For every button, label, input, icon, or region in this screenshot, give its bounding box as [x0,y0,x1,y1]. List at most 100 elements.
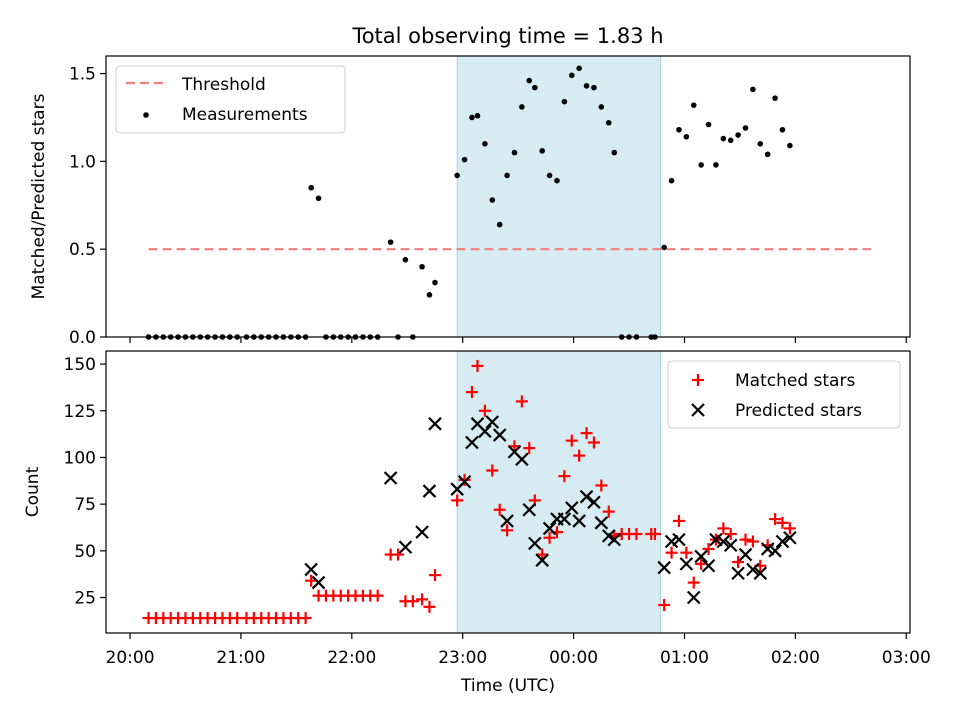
measurement-point [720,135,727,142]
measurement-point [496,221,503,228]
bottom-y-tick-label: 125 [64,402,96,422]
measurement-point [554,177,560,184]
matched-star-point [769,513,782,526]
matched-star-point [680,546,693,559]
predicted-star-point [572,514,586,528]
matched-star-point [732,556,745,569]
measurement-point [482,141,488,147]
measurement-point [461,156,468,163]
matched-star-point [595,479,608,492]
top-y-tick-label: 0.0 [69,328,96,348]
predicted-star-point [522,502,537,517]
bottom-y-tick-label: 75 [74,495,96,515]
matched-star-point [724,528,737,541]
measurement-point [526,77,533,84]
measurement-point [598,104,605,110]
measurement-point [308,184,314,191]
measurement-point [504,172,510,179]
matched-star-point [580,427,593,440]
measurement-point [779,126,786,133]
predicted-star-point [557,512,572,526]
measurement-point [539,148,545,154]
predicted-star-point [457,474,472,489]
bottom-y-tick-label: 25 [74,589,96,609]
predicted-star-point [492,428,507,442]
measurement-point [568,72,575,79]
predicted-star-point [775,534,790,549]
matched-star-point [515,395,528,408]
predicted-stars-points [304,415,797,605]
matched-star-point [702,542,715,555]
predicted-star-point [398,540,413,554]
matched-star-point [458,473,471,486]
bottom-x-tick-label: 02:00 [771,648,820,668]
predicted-star-point [422,484,437,498]
matched-star-point [630,528,643,541]
matched-star-point [602,505,615,518]
legend-threshold-label: Threshold [181,75,266,95]
matched-star-point [523,442,536,455]
matched-stars-points [142,359,796,625]
bottom-x-tick-label: 20:00 [106,648,155,668]
top-axes-frame [105,55,911,338]
matched-star-point [428,569,441,582]
predicted-star-point [783,530,797,545]
predicted-star-point [701,558,716,573]
predicted-star-point [738,547,753,562]
matched-star-point [543,531,556,544]
measurement-point [576,65,582,72]
top-panel: 0.0 0.5 1.0 1.5 Matched/Predicted stars Thr… [29,55,911,348]
bottom-x-ticks: 20:00 21:00 22:00 23:00 00:00 01:00 02:00 03:00 [106,633,931,668]
measurement-point [532,84,538,91]
bottom-y-axis-label: Count [23,466,43,517]
matched-star-point [658,598,671,611]
measurement-point [690,102,697,108]
measurement-point [764,151,771,158]
matched-star-point [648,528,661,541]
matched-star-point [739,533,752,546]
measurement-points [145,65,793,340]
top-y-ticks: 0.0 0.5 1.0 1.5 [69,65,106,348]
measurement-point [489,197,496,203]
bottom-x-tick-label: 01:00 [660,648,709,668]
matched-star-point [565,434,578,447]
measurement-point [742,125,749,131]
predicted-star-point [672,532,686,547]
predicted-star-point [311,575,326,590]
bottom-y-tick-label: 150 [64,355,96,375]
predicted-star-point [564,501,579,515]
top-legend: Threshold Measurements [115,65,346,134]
measurement-point [713,162,719,168]
predicted-star-point [465,435,479,450]
matched-star-point [558,470,571,483]
predicted-star-point [383,471,398,485]
matched-star-point [471,359,484,372]
measurement-point [676,126,682,133]
bottom-panel: 25 50 75 100 125 150 20:00 21:00 22:00 23:00 00:0… [23,350,931,696]
measurement-point [727,137,734,144]
predicted-star-point [753,566,768,581]
bottom-axes-frame [105,350,911,634]
predicted-star-point [478,424,492,439]
matched-star-point [371,589,384,602]
bottom-x-tick-label: 00:00 [549,648,598,668]
matched-star-point [501,524,514,537]
matched-star-point [665,546,678,559]
bottom-y-ticks: 25 50 75 100 125 150 [64,355,106,609]
matched-star-point [587,436,600,449]
matched-star-point [508,440,521,453]
measurement-point [519,104,525,110]
measurement-point [683,133,690,140]
matched-star-point [717,522,730,535]
predicted-star-point [607,532,622,547]
matched-star-point [299,612,312,625]
measurement-point [698,162,704,168]
predicted-star-point [428,417,442,431]
legend-matched-swatch [692,374,704,386]
bottom-x-tick-label: 23:00 [438,648,487,668]
predicted-star-point [535,553,549,567]
measurement-point [426,292,433,298]
top-y-tick-label: 0.5 [69,240,96,260]
matched-star-point [493,503,506,516]
bottom-legend: Matched stars Predicted stars [667,360,901,429]
